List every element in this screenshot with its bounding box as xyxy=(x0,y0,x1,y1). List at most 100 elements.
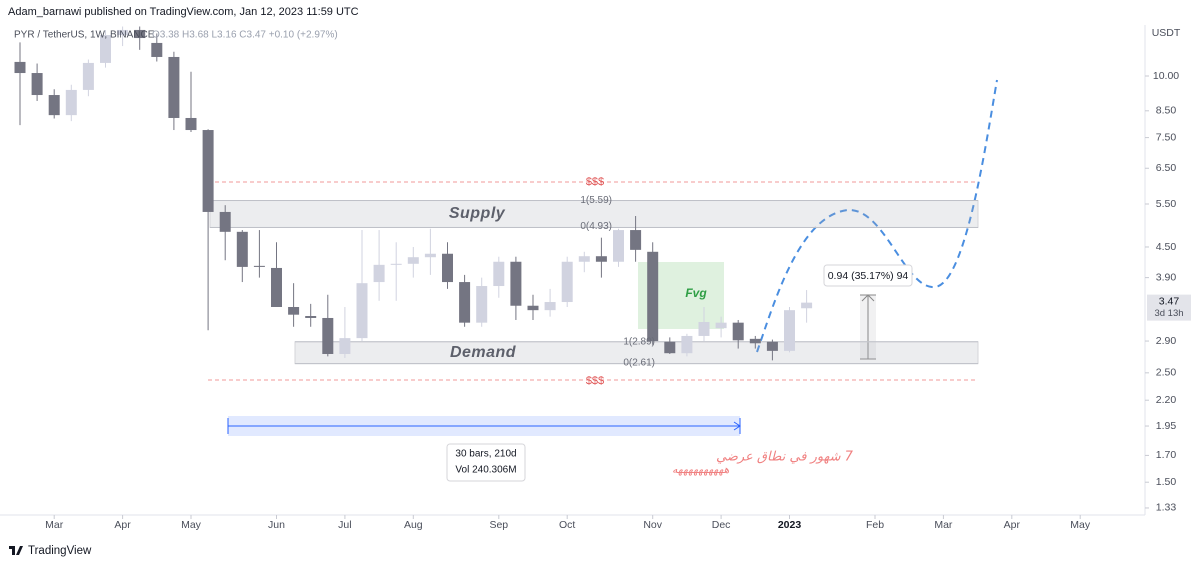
x-tick-label: Mar xyxy=(934,519,953,531)
candle-body xyxy=(715,322,727,329)
last-price-box xyxy=(1147,294,1191,321)
candle-body xyxy=(510,261,522,306)
range-label-box xyxy=(446,443,526,482)
candle-body xyxy=(784,310,795,351)
candle-body xyxy=(48,95,60,116)
y-tick-label: 3.90 xyxy=(1156,271,1177,283)
y-tick-label: 5.50 xyxy=(1156,198,1177,210)
x-tick-label: Oct xyxy=(559,519,575,531)
candle-body xyxy=(305,315,317,318)
x-tick-label: May xyxy=(181,519,202,531)
y-tick-label: 2.20 xyxy=(1156,394,1177,406)
candle-body xyxy=(664,341,676,354)
x-tick-label: Sep xyxy=(489,519,508,531)
y-tick-label: 1.95 xyxy=(1156,420,1177,432)
liquidity-label: $$$ xyxy=(586,375,604,387)
date-range-arrow xyxy=(733,421,741,431)
candle-body xyxy=(613,230,624,262)
x-tick-label: May xyxy=(1070,519,1091,531)
demand-title: Demand xyxy=(450,344,517,361)
candle-body xyxy=(390,263,402,265)
candle-body xyxy=(82,62,94,90)
supply-level-label: 1(5.59) xyxy=(580,195,612,206)
candle-body xyxy=(253,265,265,267)
x-tick-label: Mar xyxy=(45,519,64,531)
candle-body xyxy=(288,306,300,315)
candle-body xyxy=(544,302,556,311)
candle-body xyxy=(14,61,26,74)
candle-body xyxy=(424,253,436,258)
candle-body xyxy=(168,56,180,118)
candle-body xyxy=(561,261,573,303)
candle-body xyxy=(407,257,419,264)
plot-area xyxy=(14,26,998,436)
x-tick-label: Nov xyxy=(643,519,662,531)
candle-body xyxy=(595,256,607,262)
x-tick-label: 2023 xyxy=(778,519,802,531)
range-bars: 30 bars, 210d xyxy=(455,449,516,460)
candle-body xyxy=(322,317,334,354)
countdown-label: 3d 13h xyxy=(1154,308,1183,319)
demand-level-label: 1(2.89) xyxy=(623,336,655,347)
x-tick-label: Dec xyxy=(712,519,731,531)
y-tick-label: 2.50 xyxy=(1156,367,1177,379)
candle-body xyxy=(65,89,77,116)
x-tick-label: Jul xyxy=(338,519,351,531)
liquidity-label: $$$ xyxy=(586,176,604,188)
logo-icon xyxy=(9,546,23,555)
brand-logo xyxy=(9,546,23,555)
measure-arrowhead xyxy=(861,294,875,302)
x-tick-label: Feb xyxy=(866,519,884,531)
candle-body xyxy=(117,29,129,36)
candle-body xyxy=(749,338,761,344)
supply-title: Supply xyxy=(449,205,506,222)
currency-label: USDT xyxy=(1152,27,1181,39)
candle-body xyxy=(578,256,590,262)
candle-body xyxy=(219,211,231,232)
x-tick-label: Jun xyxy=(268,519,285,531)
y-tick-label: 1.50 xyxy=(1156,476,1177,488)
candle-body xyxy=(236,231,248,267)
y-tick-label: 8.50 xyxy=(1156,105,1177,117)
candle-body xyxy=(801,302,813,309)
candle-body xyxy=(100,35,111,63)
demand-level-label: 0(2.61) xyxy=(623,357,655,368)
note-line: ههههههههههه xyxy=(672,463,730,476)
fvg-label: Fvg xyxy=(685,286,707,300)
publish-header: Adam_barnawi published on TradingView.co… xyxy=(8,6,359,18)
range-volume: Vol 240.306M xyxy=(455,465,516,476)
y-tick-label: 1.70 xyxy=(1156,449,1177,461)
candle-body xyxy=(134,29,146,39)
candle-body xyxy=(442,253,453,283)
candle-body xyxy=(527,305,539,311)
y-tick-label: 4.50 xyxy=(1156,241,1177,253)
candle-body xyxy=(31,73,43,96)
candle-body xyxy=(766,341,778,351)
candle-body xyxy=(476,286,488,323)
ohlc-legend: O3.38 H3.68 L3.16 C3.47 +0.10 (+2.97%) xyxy=(152,30,338,41)
measure-label-box xyxy=(823,264,913,287)
y-tick-label: 1.33 xyxy=(1156,502,1177,514)
note-line: 7 شهور في نطاق عرضي xyxy=(716,450,854,465)
x-tick-label: Apr xyxy=(1004,519,1021,531)
candle-body xyxy=(185,117,197,131)
y-tick-label: 2.90 xyxy=(1156,335,1177,347)
projection-path xyxy=(756,79,998,353)
candle-body xyxy=(373,264,385,283)
candle-body xyxy=(493,261,505,287)
measure-label: 0.94 (35.17%) 94 xyxy=(828,270,909,282)
candle-body xyxy=(732,322,744,341)
x-tick-label: Aug xyxy=(404,519,423,531)
candle-body xyxy=(681,335,693,354)
candle-body xyxy=(647,251,659,342)
candle-body xyxy=(630,230,642,250)
supply-zone xyxy=(209,200,979,228)
last-price-label: 3.47 xyxy=(1159,295,1180,307)
candle-body xyxy=(339,338,351,354)
supply-level-label: 0(4.93) xyxy=(580,221,612,232)
candle-body xyxy=(698,321,710,336)
symbol-info: PYR / TetherUS, 1W, BINANCE xyxy=(14,30,155,41)
candle-body xyxy=(459,282,471,323)
